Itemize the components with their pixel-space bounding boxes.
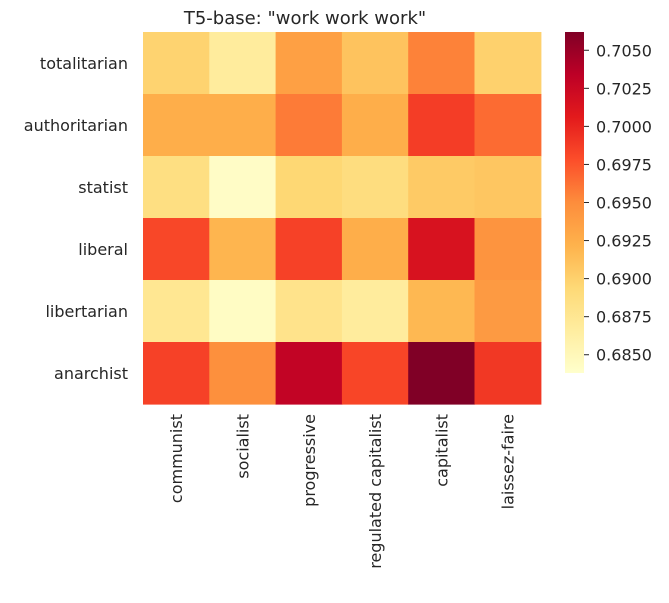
heatmap-cells — [143, 32, 542, 405]
y-tick-label: libertarian — [45, 302, 128, 321]
heatmap-cell — [209, 32, 277, 95]
colorbar-tick-label: 0.6875 — [596, 308, 652, 327]
colorbar-tick-label: 0.6850 — [596, 346, 652, 365]
colorbar-tick-label: 0.7050 — [596, 41, 652, 60]
x-tick-label: capitalist — [432, 414, 451, 487]
heatmap-cell — [341, 280, 409, 343]
heatmap-cell — [209, 280, 277, 343]
heatmap-cell — [143, 218, 210, 281]
heatmap-cell — [408, 94, 476, 157]
heatmap-cell — [275, 32, 343, 95]
y-tick-labels: totalitarian authoritarian statist liberal l… — [24, 54, 128, 383]
heatmap-cell — [143, 342, 210, 405]
colorbar-tick-label: 0.6925 — [596, 232, 652, 251]
heatmap-cell — [209, 156, 277, 219]
x-tick-labels: communist socialist progressive regulated c… — [167, 414, 518, 569]
heatmap-cell — [341, 342, 409, 405]
heatmap-cell — [143, 32, 210, 95]
colorbar-tick-label: 0.7025 — [596, 79, 652, 98]
chart-title: T5-base: "work work work" — [183, 8, 426, 29]
heatmap-cell — [341, 32, 409, 95]
x-tick-label: progressive — [300, 414, 319, 507]
heatmap-cell — [275, 342, 343, 405]
y-tick-label: totalitarian — [40, 54, 128, 73]
x-tick-label: socialist — [233, 414, 252, 479]
y-tick-label: liberal — [78, 240, 128, 259]
colorbar-tick-label: 0.6950 — [596, 194, 652, 213]
heatmap-cell — [408, 32, 476, 95]
heatmap-cell — [209, 94, 277, 157]
colorbar — [565, 32, 584, 373]
heatmap-cell — [143, 156, 210, 219]
heatmap-cell — [474, 342, 542, 405]
heatmap-cell — [341, 94, 409, 157]
heatmap-cell — [341, 156, 409, 219]
y-tick-label: anarchist — [54, 364, 128, 383]
x-tick-label: laissez-faire — [499, 414, 518, 509]
heatmap-cell — [275, 94, 343, 157]
heatmap-cell — [474, 218, 542, 281]
x-tick-label: communist — [167, 414, 186, 503]
heatmap-cell — [209, 218, 277, 281]
heatmap-cell — [408, 342, 476, 405]
heatmap-cell — [275, 156, 343, 219]
heatmap-cell — [408, 218, 476, 281]
colorbar-tick-label: 0.6975 — [596, 155, 652, 174]
heatmap-cell — [275, 218, 343, 281]
colorbar-tick-label: 0.7000 — [596, 117, 652, 136]
heatmap-cell — [474, 280, 542, 343]
x-tick-label: regulated capitalist — [366, 414, 385, 569]
heatmap-cell — [474, 156, 542, 219]
heatmap-cell — [474, 32, 542, 95]
heatmap-cell — [275, 280, 343, 343]
heatmap-cell — [143, 94, 210, 157]
heatmap-cell — [143, 280, 210, 343]
heatmap-cell — [408, 156, 476, 219]
colorbar-tick-labels: 0.6850 0.6875 0.6900 0.6925 0.6950 0.6975 0.70… — [584, 41, 652, 365]
colorbar-tick-label: 0.6900 — [596, 270, 652, 289]
heatmap-cell — [474, 94, 542, 157]
y-tick-label: statist — [78, 178, 128, 197]
y-tick-label: authoritarian — [24, 116, 128, 135]
heatmap-cell — [341, 218, 409, 281]
heatmap-cell — [408, 280, 476, 343]
heatmap-cell — [209, 342, 277, 405]
